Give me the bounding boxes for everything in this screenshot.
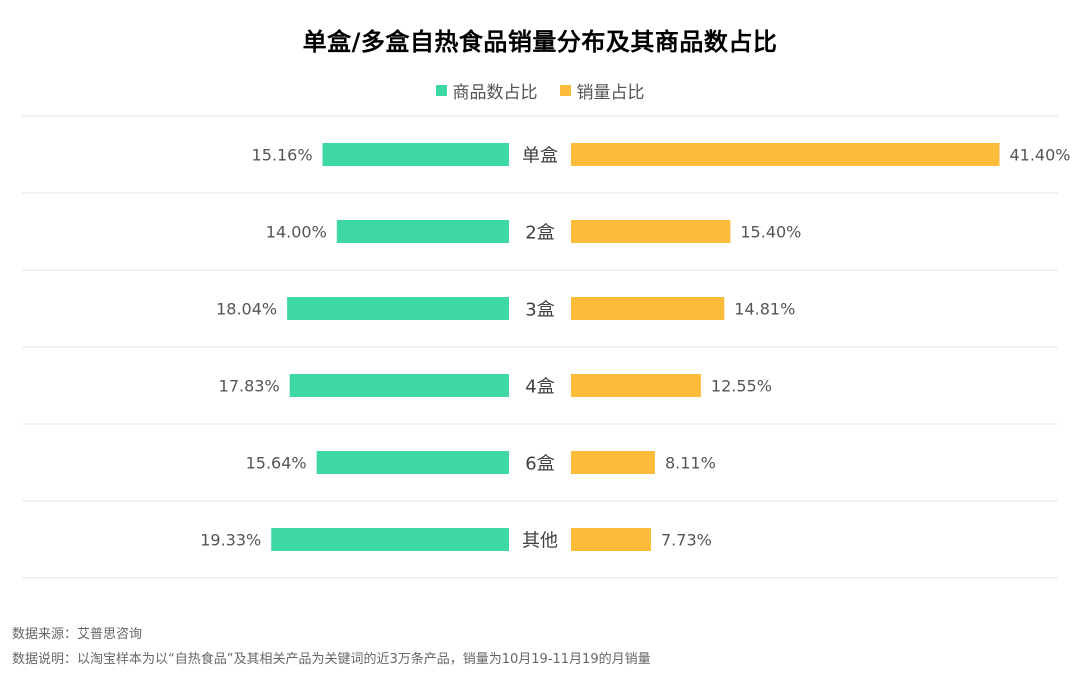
source-note: 数据来源：艾普思咨询 <box>12 627 143 642</box>
legend-label-count: 商品数占比 <box>452 83 538 103</box>
data-label-count: 17.83% <box>219 377 280 396</box>
data-label-count: 15.64% <box>246 454 307 473</box>
legend-item-sales: 销量占比 <box>559 78 645 103</box>
bar-count <box>287 297 509 320</box>
bar-count <box>289 374 509 397</box>
data-label-sales: 14.81% <box>734 300 795 319</box>
category-label: 其他 <box>522 531 558 552</box>
data-label-count: 14.00% <box>266 223 327 242</box>
bar-count <box>316 451 509 474</box>
bar-sales <box>571 374 701 397</box>
data-label-sales: 15.40% <box>740 223 801 242</box>
bar-count <box>336 220 509 243</box>
bar-count <box>322 143 509 166</box>
bar-count <box>271 528 509 551</box>
legend-label-sales: 销量占比 <box>576 83 645 103</box>
category-label: 单盒 <box>522 146 558 167</box>
bar-sales <box>571 220 731 243</box>
category-label: 3盒 <box>525 300 554 321</box>
category-label: 4盒 <box>525 377 554 398</box>
legend-swatch-sales <box>559 85 571 96</box>
data-label-sales: 41.40% <box>1009 146 1070 165</box>
legend-item-count: 商品数占比 <box>435 78 538 103</box>
data-label-count: 19.33% <box>200 531 261 550</box>
description-note: 数据说明：以淘宝样本为以“自热食品”及其相关产品为关键词的近3万条产品，销量为1… <box>12 652 651 667</box>
data-label-sales: 8.11% <box>665 454 716 473</box>
chart-title: 单盒/多盒自热食品销量分布及其商品数占比 <box>302 28 778 56</box>
bar-sales <box>571 451 655 474</box>
category-label: 6盒 <box>525 454 554 475</box>
data-label-sales: 7.73% <box>661 531 712 550</box>
bar-sales <box>571 297 725 320</box>
category-label: 2盒 <box>525 223 554 244</box>
data-label-count: 15.16% <box>252 146 313 165</box>
bar-sales <box>571 528 652 551</box>
legend-swatch-count <box>435 85 447 96</box>
chart-legend: 商品数占比 销量占比 <box>0 78 1080 103</box>
bar-sales <box>571 143 1000 166</box>
data-label-count: 18.04% <box>216 300 277 319</box>
data-label-sales: 12.55% <box>711 377 772 396</box>
